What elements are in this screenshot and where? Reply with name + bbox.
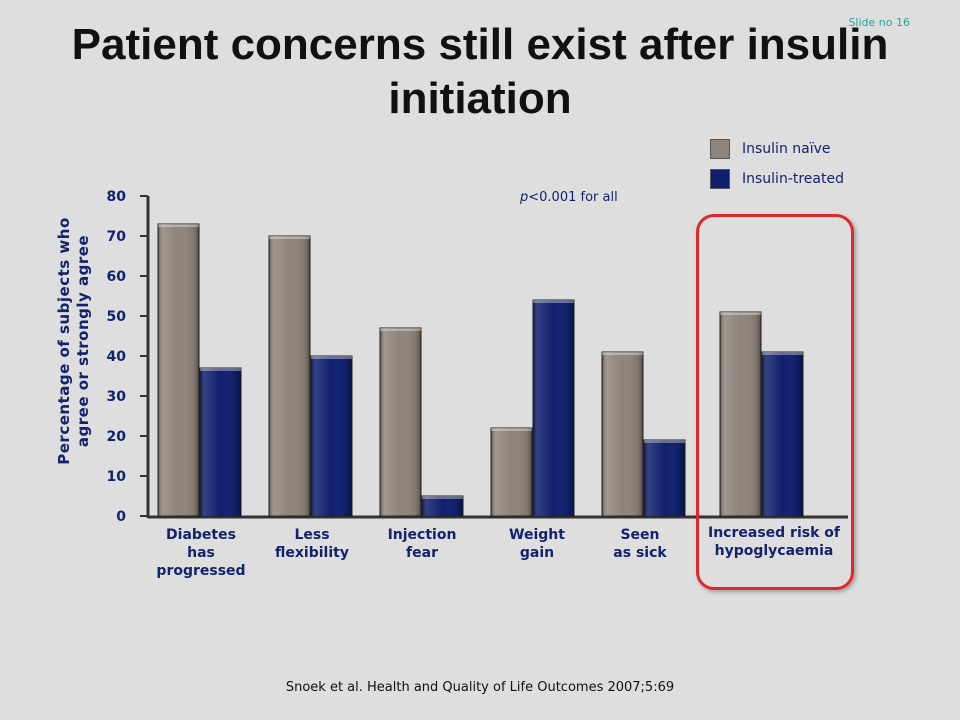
category-label-1: Less flexibility: [275, 527, 349, 561]
slide-number: Slide no 16: [848, 16, 910, 29]
y-tick-label-70: 70: [107, 229, 127, 245]
bar-top-5-0: [720, 312, 761, 315]
bar-shade-1-0: [269, 236, 310, 516]
p-value-note: p<0.001 for all: [520, 190, 618, 205]
legend-label-insulin-treated: Insulin-treated: [742, 171, 844, 187]
bar-top-4-0: [602, 352, 643, 355]
bar-shade-0-0: [158, 224, 199, 516]
bar-shade-2-1: [422, 496, 463, 516]
bar-shade-4-0: [602, 352, 643, 516]
legend-item-insulin-naive: Insulin naïve: [710, 138, 844, 160]
legend-swatch-insulin-naive: [710, 139, 730, 159]
highlight-box: [696, 214, 854, 590]
y-tick-label-0: 0: [116, 509, 126, 525]
y-tick-label-10: 10: [107, 469, 127, 485]
legend-item-insulin-treated: Insulin-treated: [710, 168, 844, 190]
legend-label-insulin-naive: Insulin naïve: [742, 141, 831, 157]
y-tick-label-50: 50: [107, 309, 127, 325]
bar-top-3-0: [491, 428, 532, 431]
bar-top-5-1: [762, 352, 803, 355]
bar-shade-2-0: [380, 328, 421, 516]
bar-shade-1-1: [311, 356, 352, 516]
bar-shade-3-1: [533, 300, 574, 516]
category-label-2: Injection fear: [387, 527, 457, 561]
bar-top-1-0: [269, 236, 310, 239]
bar-shade-0-1: [200, 368, 241, 516]
legend: Insulin naïve Insulin-treated: [710, 138, 844, 198]
bar-top-1-1: [311, 356, 352, 359]
bar-top-2-0: [380, 328, 421, 331]
bar-top-0-1: [200, 368, 241, 371]
bar-shade-3-0: [491, 428, 532, 516]
bar-top-0-0: [158, 224, 199, 227]
category-label-0: Diabetes has progressed: [156, 527, 246, 579]
bar-shade-4-1: [644, 440, 685, 516]
y-tick-label-80: 80: [107, 189, 127, 205]
category-label-4: Seen as sick: [613, 527, 667, 561]
slide-title: Patient concerns still exist after insul…: [71, 20, 889, 123]
bar-top-4-1: [644, 440, 685, 443]
category-label-3: Weight gain: [509, 527, 565, 561]
y-tick-label-40: 40: [107, 349, 127, 365]
legend-swatch-insulin-treated: [710, 169, 730, 189]
bar-top-3-1: [533, 300, 574, 303]
bar-shade-5-1: [762, 352, 803, 516]
y-tick-label-60: 60: [107, 269, 127, 285]
bar-shade-5-0: [720, 312, 761, 516]
y-tick-label-30: 30: [107, 389, 127, 405]
citation: Snoek et al. Health and Quality of Life …: [285, 680, 675, 695]
y-tick-label-20: 20: [107, 429, 127, 445]
category-label-5: Increased risk of hypoglycaemia: [708, 525, 840, 559]
bar-top-2-1: [422, 496, 463, 499]
